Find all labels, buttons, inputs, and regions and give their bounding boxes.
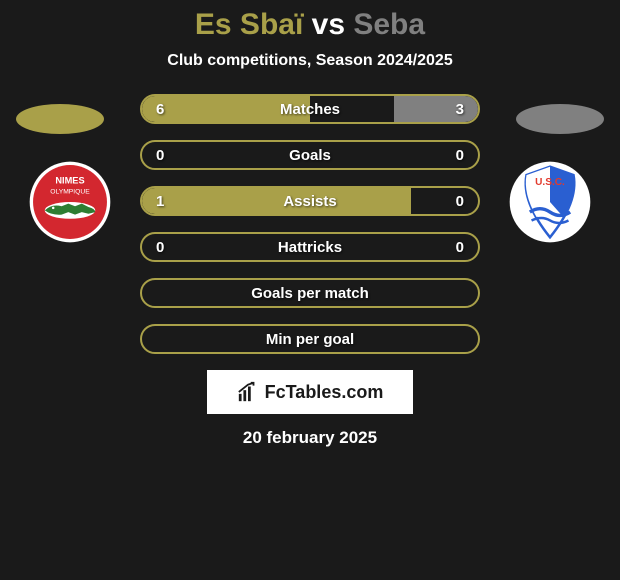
stat-label: Matches xyxy=(142,101,478,118)
svg-text:U.S.C.: U.S.C. xyxy=(535,177,565,188)
svg-text:NIMES: NIMES xyxy=(55,176,84,186)
page-title: Es Sbaï vs Seba xyxy=(0,8,620,42)
club-badge-right: U.S.C. xyxy=(508,160,592,244)
player1-name: Es Sbaï xyxy=(195,8,303,41)
concarneau-logo-icon: U.S.C. xyxy=(508,160,592,244)
svg-text:OLYMPIQUE: OLYMPIQUE xyxy=(50,189,90,196)
subtitle: Club competitions, Season 2024/2025 xyxy=(0,52,620,70)
player1-marker xyxy=(16,104,104,134)
stat-label: Goals per match xyxy=(142,285,478,302)
branding-banner: FcTables.com xyxy=(207,370,413,414)
fctables-logo-icon xyxy=(237,381,259,403)
stat-row: 00Hattricks xyxy=(140,232,480,262)
date-text: 20 february 2025 xyxy=(0,428,620,448)
club-badge-left: NIMES OLYMPIQUE xyxy=(28,160,112,244)
stat-label: Min per goal xyxy=(142,331,478,348)
branding-text: FcTables.com xyxy=(265,382,384,403)
stat-row: Goals per match xyxy=(140,278,480,308)
stat-label: Goals xyxy=(142,147,478,164)
chart-area: NIMES OLYMPIQUE U.S.C. 63Matche xyxy=(0,94,620,354)
stat-label: Hattricks xyxy=(142,239,478,256)
player2-name: Seba xyxy=(353,8,425,41)
stat-row: 10Assists xyxy=(140,186,480,216)
stat-rows: 63Matches 00Goals 10Assists 00Hattricks Goal… xyxy=(140,94,480,354)
nimes-logo-icon: NIMES OLYMPIQUE xyxy=(28,160,112,244)
vs-text: vs xyxy=(312,8,345,41)
stat-row: 63Matches xyxy=(140,94,480,124)
stat-row: 00Goals xyxy=(140,140,480,170)
comparison-card: Es Sbaï vs Seba Club competitions, Seaso… xyxy=(0,0,620,580)
stat-label: Assists xyxy=(142,193,478,210)
stat-row: Min per goal xyxy=(140,324,480,354)
player2-marker xyxy=(516,104,604,134)
